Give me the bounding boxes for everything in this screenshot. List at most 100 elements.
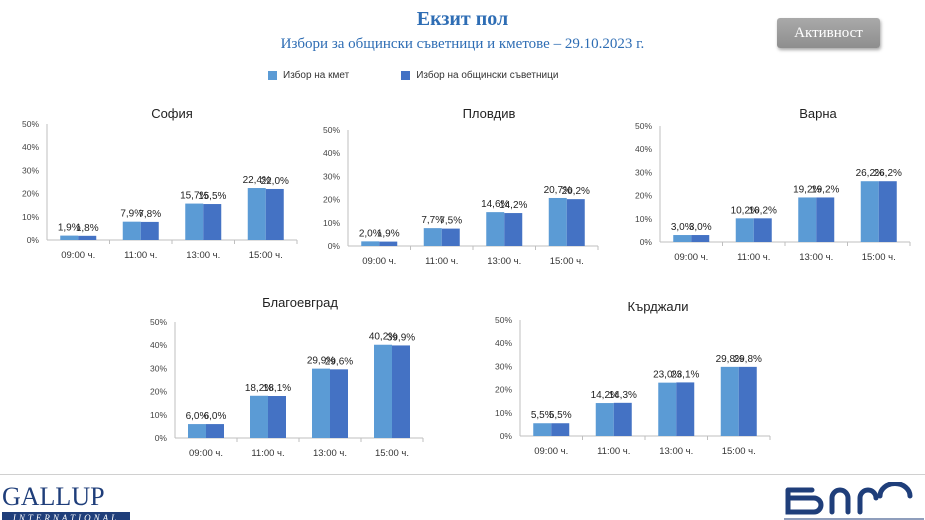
activity-button[interactable]: Активност (777, 18, 880, 48)
x-tick-label-varna: 09:00 ч. (674, 252, 708, 263)
bar-kardzhali-council (613, 402, 632, 436)
bar-sofia-mayor (122, 221, 141, 240)
bar-varna-council (753, 218, 772, 242)
data-label-sofia: 22,4% (243, 175, 271, 186)
bar-varna-mayor (673, 235, 692, 242)
bar-kardzhali-mayor (720, 366, 739, 436)
data-label-varna: 19,2% (811, 184, 839, 195)
data-label-sofia: 15,7% (180, 191, 208, 202)
x-tick-label-blagoevgrad: 15:00 ч. (375, 448, 409, 459)
data-label-sofia: 15,5% (198, 191, 226, 202)
x-tick-label-sofia: 15:00 ч. (249, 250, 283, 261)
data-label-blagoevgrad: 6,0% (186, 411, 209, 422)
x-tick-label-plovdiv: 09:00 ч. (362, 256, 396, 267)
bar-plovdiv-mayor (486, 212, 505, 246)
bnr-logo (784, 482, 924, 520)
bar-plovdiv-mayor (423, 228, 442, 246)
chart-title-varna: Варна (799, 106, 837, 121)
y-tick-label-kardzhali: 30% (495, 361, 512, 371)
bar-blagoevgrad-mayor (250, 395, 268, 438)
y-tick-label-plovdiv: 30% (323, 171, 340, 181)
page-title: Екзит пол (416, 8, 509, 30)
x-tick-label-plovdiv: 11:00 ч. (425, 256, 458, 267)
data-label-varna: 10,2% (749, 205, 777, 216)
bar-sofia-mayor (185, 203, 204, 240)
x-tick-label-varna: 13:00 ч. (799, 252, 833, 263)
x-tick-label-varna: 15:00 ч. (862, 252, 896, 263)
y-tick-label-sofia: 30% (22, 165, 39, 175)
bar-kardzhali-mayor (533, 423, 552, 436)
data-label-sofia: 1,8% (76, 223, 99, 234)
y-tick-label-kardzhali: 10% (495, 408, 512, 418)
bar-blagoevgrad-council (392, 345, 410, 438)
bar-kardzhali-mayor (595, 403, 614, 436)
data-label-varna: 26,2% (856, 168, 884, 179)
y-tick-label-varna: 30% (635, 167, 652, 177)
x-tick-label-sofia: 13:00 ч. (186, 250, 220, 261)
y-tick-label-plovdiv: 20% (323, 195, 340, 205)
bar-plovdiv-mayor (548, 197, 567, 246)
bar-sofia-council (203, 204, 222, 240)
data-label-plovdiv: 7,5% (439, 216, 462, 227)
data-label-blagoevgrad: 39,9% (387, 332, 415, 343)
x-tick-label-kardzhali: 15:00 ч. (722, 446, 756, 457)
bar-sofia-mayor (247, 188, 266, 240)
gallup-logo: GALLUP INTERNATIONAL (2, 484, 130, 520)
bar-varna-mayor (798, 197, 817, 242)
data-label-blagoevgrad: 18,1% (263, 383, 291, 394)
bar-plovdiv-council (379, 241, 398, 246)
data-label-varna: 3,0% (671, 222, 694, 233)
y-tick-label-varna: 40% (635, 144, 652, 154)
y-tick-label-sofia: 0% (27, 235, 40, 245)
y-tick-label-sofia: 50% (22, 119, 39, 129)
bar-blagoevgrad-mayor (312, 368, 330, 438)
y-tick-label-blagoevgrad: 10% (150, 410, 167, 420)
x-tick-label-sofia: 11:00 ч. (124, 250, 157, 261)
y-tick-label-blagoevgrad: 40% (150, 340, 167, 350)
y-tick-label-plovdiv: 10% (323, 218, 340, 228)
y-tick-label-blagoevgrad: 50% (150, 317, 167, 327)
chart-title-kardzhali: Кърджали (628, 299, 689, 314)
y-tick-label-kardzhali: 50% (495, 315, 512, 325)
bar-plovdiv-council (504, 213, 523, 246)
y-tick-label-plovdiv: 50% (323, 125, 340, 135)
y-tick-label-sofia: 20% (22, 189, 39, 199)
data-label-varna: 19,2% (793, 184, 821, 195)
bar-varna-council (816, 197, 835, 242)
x-tick-label-plovdiv: 13:00 ч. (487, 256, 521, 267)
x-tick-label-sofia: 09:00 ч. (61, 250, 95, 261)
y-tick-label-sofia: 40% (22, 142, 39, 152)
x-tick-label-kardzhali: 13:00 ч. (659, 446, 693, 457)
data-label-kardzhali: 23,1% (671, 369, 699, 380)
y-tick-label-kardzhali: 0% (500, 431, 513, 441)
footer-divider (0, 474, 925, 475)
data-label-kardzhali: 14,3% (609, 390, 637, 401)
data-label-plovdiv: 14,6% (481, 199, 509, 210)
data-label-blagoevgrad: 40,2% (369, 332, 397, 343)
bar-sofia-council (140, 221, 159, 240)
y-tick-label-kardzhali: 20% (495, 385, 512, 395)
y-tick-label-blagoevgrad: 30% (150, 363, 167, 373)
data-label-varna: 3,0% (689, 222, 712, 233)
bar-blagoevgrad-mayor (188, 424, 206, 438)
data-label-kardzhali: 5,5% (549, 410, 572, 421)
bar-kardzhali-council (676, 382, 695, 436)
data-label-kardzhali: 14,2% (591, 390, 619, 401)
x-tick-label-blagoevgrad: 11:00 ч. (251, 448, 284, 459)
bar-plovdiv-council (566, 199, 585, 246)
y-tick-label-blagoevgrad: 20% (150, 387, 167, 397)
chart-title-plovdiv: Пловдив (463, 106, 516, 121)
x-tick-label-blagoevgrad: 09:00 ч. (189, 448, 223, 459)
y-tick-label-varna: 0% (640, 237, 653, 247)
y-tick-label-plovdiv: 40% (323, 148, 340, 158)
data-label-plovdiv: 20,2% (562, 186, 590, 197)
data-label-sofia: 7,8% (138, 209, 161, 220)
gallup-logo-text: GALLUP (2, 484, 105, 511)
data-label-plovdiv: 14,2% (499, 200, 527, 211)
y-tick-label-plovdiv: 0% (328, 241, 341, 251)
bar-sofia-council (265, 188, 284, 240)
data-label-varna: 26,2% (874, 168, 902, 179)
data-label-plovdiv: 20,7% (544, 185, 572, 196)
data-label-sofia: 7,9% (120, 209, 143, 220)
